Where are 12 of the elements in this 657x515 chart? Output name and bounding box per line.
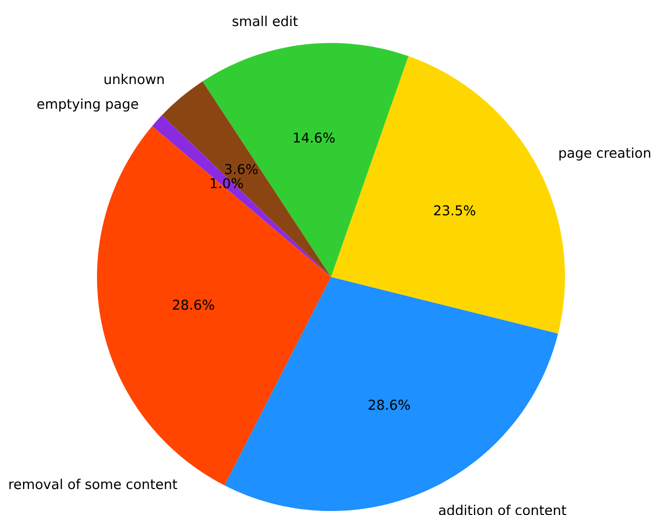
data-label: 1.0%	[210, 178, 243, 188]
slice-label: removal of some content	[9, 478, 178, 490]
data-label: 14.6%	[294, 132, 335, 143]
slice-label: unknown	[104, 74, 164, 84]
data-label: 3.6%	[225, 164, 258, 174]
slice-label: emptying page	[37, 98, 138, 112]
slice-label: addition of content	[439, 504, 566, 515]
data-label: 28.6%	[368, 400, 410, 410]
slice-label: page creation	[559, 147, 650, 161]
data-label: 28.6%	[172, 300, 214, 310]
data-label: 23.5%	[434, 205, 476, 216]
slice-label: small edit	[232, 16, 298, 26]
